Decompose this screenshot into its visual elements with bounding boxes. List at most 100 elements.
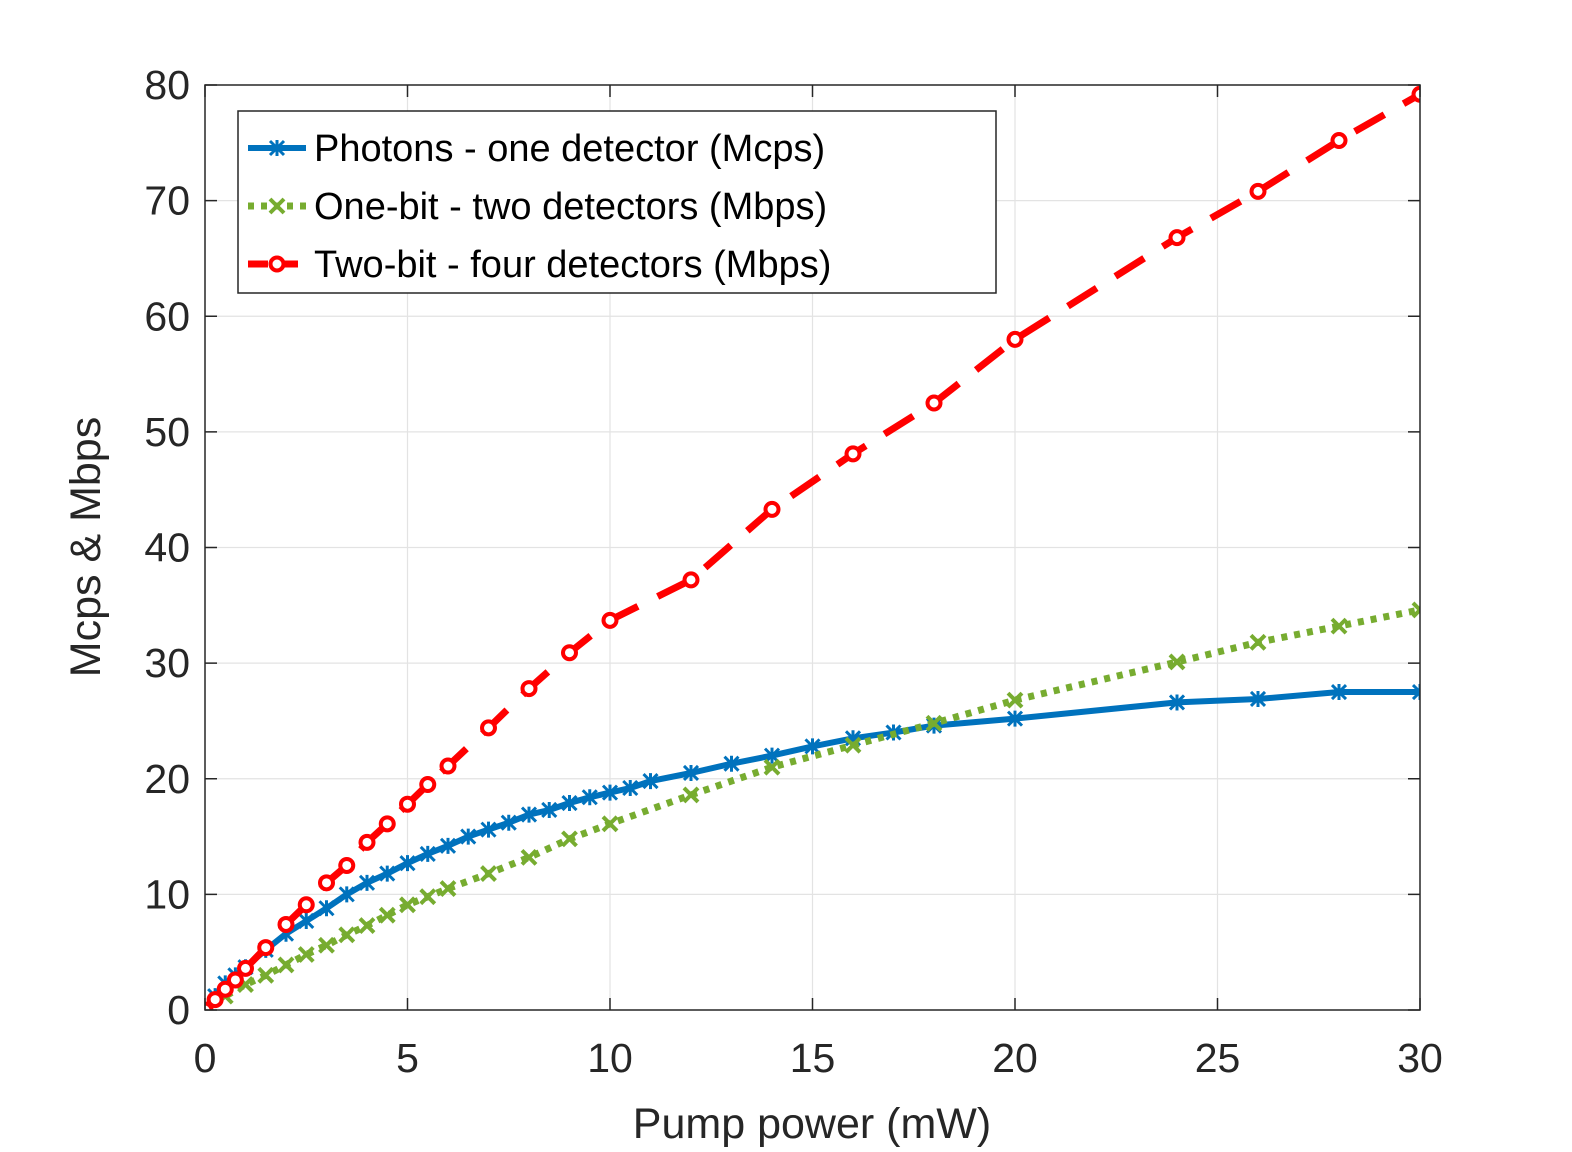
data-point — [844, 445, 862, 463]
data-point — [298, 912, 315, 930]
data-point — [1006, 691, 1024, 709]
legend-item: Two-bit - four detectors (Mbps) — [248, 244, 831, 286]
data-point — [318, 874, 335, 892]
data-point — [682, 764, 700, 782]
data-point — [268, 139, 286, 157]
data-point — [205, 1001, 214, 1010]
data-point — [1330, 132, 1348, 149]
data-point — [399, 896, 416, 914]
data-point — [1168, 694, 1186, 711]
legend-label: One-bit - two detectors (Mbps) — [314, 186, 827, 228]
data-point — [520, 806, 538, 823]
data-point — [682, 571, 700, 589]
data-point — [601, 611, 619, 629]
axis-ticks: 0 5 10 15 20 25 30 0 10 20 30 40 50 60 70 80 — [144, 62, 1442, 1081]
y-tick-label: 40 — [144, 525, 190, 571]
data-point — [358, 917, 376, 935]
data-point — [844, 736, 862, 754]
data-point — [399, 855, 416, 872]
data-point — [439, 880, 457, 898]
data-point — [206, 991, 224, 1009]
data-point — [1330, 617, 1348, 635]
data-point — [257, 939, 275, 957]
legend-label: Two-bit - four detectors (Mbps) — [314, 244, 831, 286]
y-tick-label: 30 — [144, 640, 190, 686]
data-point — [277, 915, 295, 933]
x-axis-label: Pump power (mW) — [633, 1100, 991, 1148]
y-tick-label: 60 — [144, 293, 190, 339]
x-tick-label: 0 — [194, 1035, 217, 1081]
data-point — [268, 197, 286, 215]
data-point — [297, 896, 315, 914]
x-tick-label: 30 — [1397, 1035, 1443, 1081]
data-point — [723, 755, 740, 772]
data-point — [601, 784, 619, 801]
data-point — [237, 959, 254, 977]
data-point — [379, 865, 396, 882]
data-point — [399, 795, 416, 813]
data-point — [318, 900, 335, 917]
legend: Photons - one detector (Mcps) One-bit - t… — [237, 110, 997, 294]
data-point — [581, 789, 598, 806]
data-point — [500, 814, 517, 831]
y-axis-label: Mcps & Mbps — [62, 417, 110, 677]
x-tick-label: 20 — [992, 1035, 1038, 1081]
series-3 — [205, 85, 1420, 1010]
data-point — [925, 394, 943, 412]
y-tick-label: 20 — [144, 756, 190, 802]
data-point — [1168, 653, 1186, 671]
data-point — [1249, 182, 1267, 200]
data-point — [1006, 710, 1024, 727]
data-point — [480, 821, 497, 838]
legend-box — [237, 110, 997, 294]
data-point — [277, 956, 295, 974]
data-point — [541, 801, 558, 819]
data-point — [338, 926, 356, 944]
data-point — [763, 500, 781, 518]
legend-item: Photons - one detector (Mcps) — [248, 128, 825, 170]
y-tick-label: 50 — [144, 409, 190, 455]
data-point — [1411, 601, 1420, 619]
data-point — [642, 773, 659, 790]
data-point — [561, 830, 578, 848]
data-point — [257, 966, 275, 984]
data-point — [763, 758, 781, 776]
data-point — [622, 779, 639, 797]
data-point — [601, 815, 619, 833]
data-point — [358, 874, 376, 891]
data-point — [1006, 330, 1024, 348]
data-point — [1330, 683, 1348, 701]
data-point — [439, 837, 457, 854]
data-point — [520, 848, 538, 866]
data-point — [419, 888, 437, 906]
legend-item: One-bit - two detectors (Mbps) — [248, 186, 827, 228]
data-point — [318, 936, 335, 954]
data-point — [480, 719, 497, 737]
series-line — [205, 91, 1420, 1010]
data-point — [804, 738, 821, 755]
data-point — [561, 794, 578, 812]
plot-series — [205, 85, 1420, 1010]
x-tick-label: 10 — [587, 1035, 633, 1081]
data-point — [1411, 683, 1420, 701]
data-point — [338, 886, 355, 903]
data-point — [1168, 229, 1186, 247]
x-tick-label: 15 — [790, 1035, 836, 1081]
y-tick-label: 80 — [144, 62, 190, 108]
data-point — [520, 680, 538, 698]
data-point — [419, 776, 437, 794]
data-point — [1411, 85, 1420, 103]
data-point — [419, 845, 436, 862]
data-point — [480, 865, 497, 882]
data-point — [460, 828, 477, 845]
x-tick-label: 5 — [396, 1035, 419, 1081]
data-point — [925, 714, 943, 732]
data-point — [338, 856, 356, 874]
x-tick-label: 25 — [1195, 1035, 1241, 1081]
data-point — [297, 946, 315, 963]
data-point — [268, 255, 286, 273]
data-point — [216, 980, 234, 998]
data-point — [358, 833, 376, 851]
legend-label: Photons - one detector (Mcps) — [314, 128, 825, 170]
